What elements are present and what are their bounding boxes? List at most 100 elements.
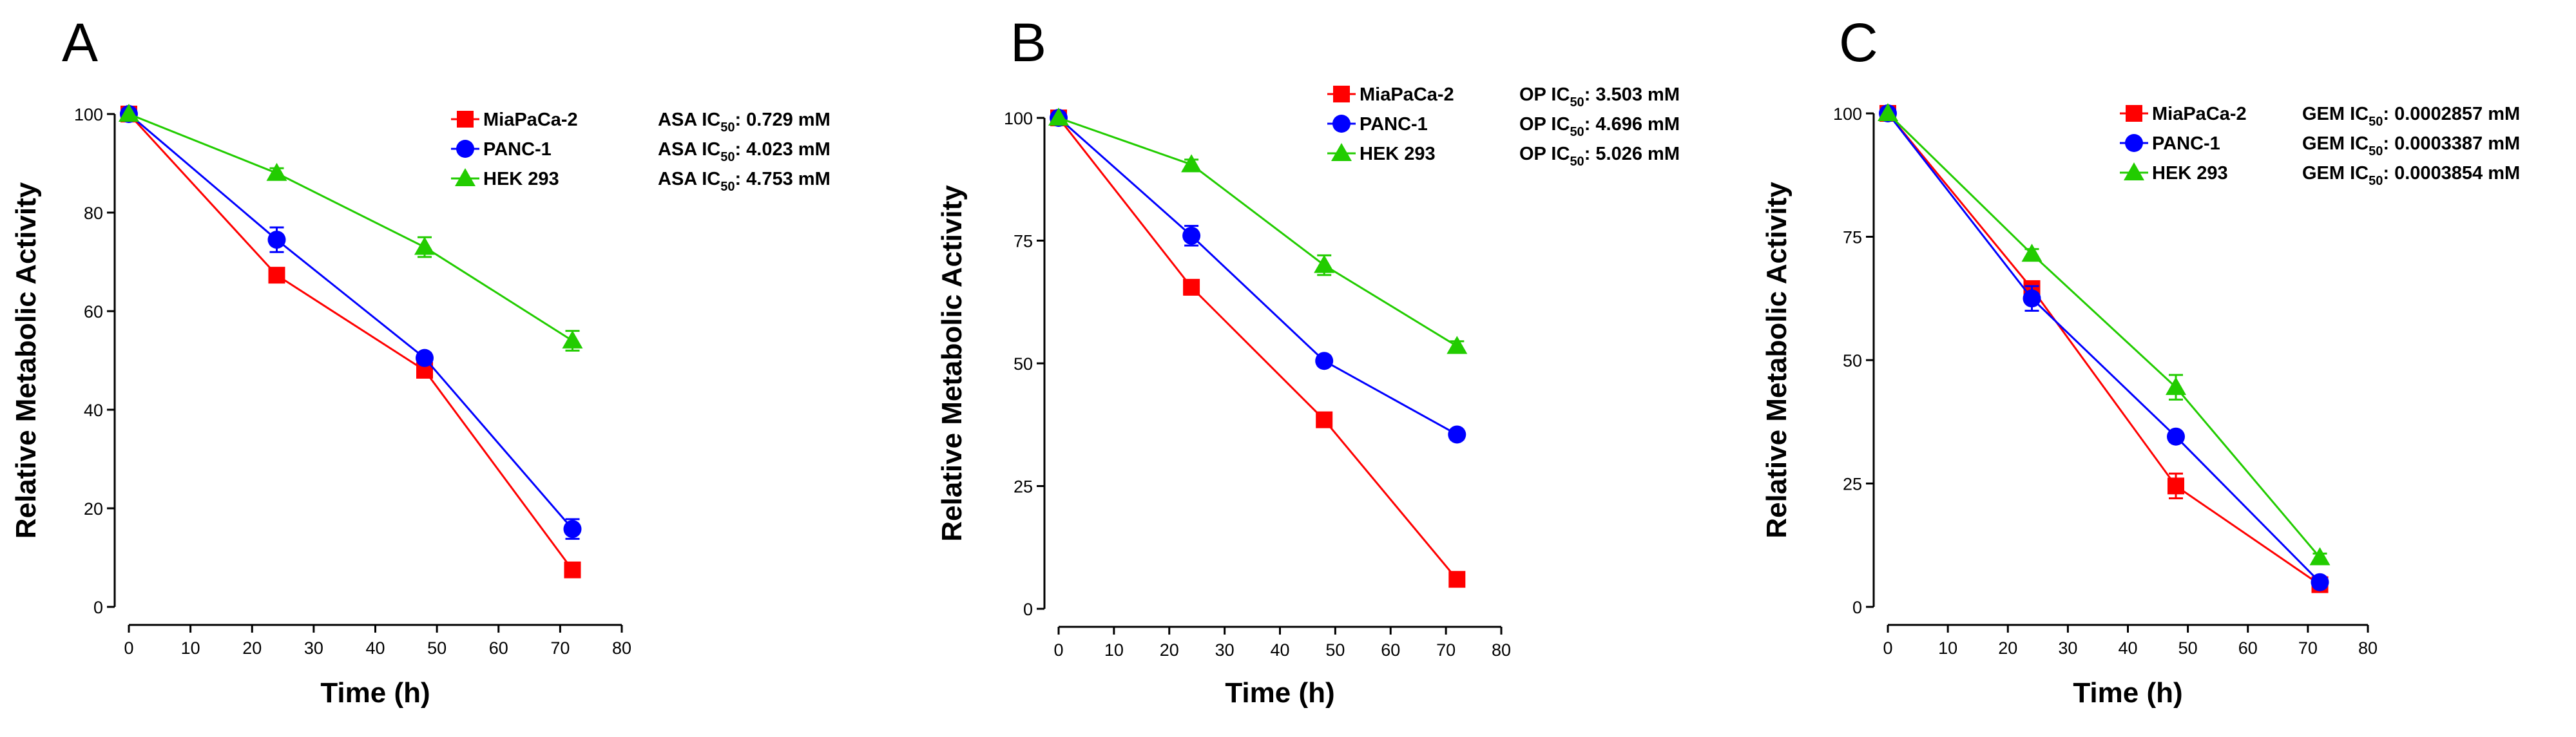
chart-panel-c: C 0 25 50 75 100 0 10 20 30 40 50 60 70 80 Time (h) Rela… — [1761, 12, 2520, 709]
legend-label: HEK 293 — [483, 169, 559, 189]
x-tick-label: 70 — [1436, 640, 1456, 660]
y-tick-label: 25 — [1843, 475, 1862, 494]
y-tick-label: 40 — [84, 401, 103, 420]
x-tick-label: 80 — [1492, 640, 1511, 660]
ic50-prefix: GEM IC — [2302, 133, 2369, 154]
data-point — [2309, 547, 2331, 566]
legend-marker — [1332, 115, 1350, 133]
data-point — [1315, 352, 1334, 370]
x-tick-label: 20 — [1998, 638, 2017, 658]
data-point — [562, 330, 583, 349]
ic50-prefix: OP IC — [1519, 84, 1570, 105]
y-tick-label: 75 — [1014, 232, 1033, 251]
data-point — [416, 349, 434, 367]
series-line — [1887, 113, 2321, 586]
y-tick-label: 80 — [84, 204, 103, 223]
y-tick-label: 75 — [1843, 228, 1862, 247]
data-point — [1314, 254, 1335, 273]
legend-marker — [2124, 162, 2144, 180]
legend-label: PANC-1 — [1360, 114, 1428, 135]
y-tick-label: 50 — [1843, 351, 1862, 370]
y-tick-label: 100 — [1833, 104, 1862, 124]
x-tick-label: 40 — [2118, 638, 2137, 658]
data-point — [1878, 103, 1898, 121]
series-line — [1058, 117, 1458, 436]
ic50-prefix: ASA IC — [658, 110, 720, 130]
legend-marker — [2126, 105, 2142, 122]
ic50-subscript: 50 — [2369, 115, 2383, 129]
legend-marker — [457, 111, 474, 128]
legend-label: HEK 293 — [2152, 163, 2228, 184]
x-axis-title: Time (h) — [320, 677, 430, 709]
y-axis-title: Relative Metabolic Activity — [10, 182, 42, 539]
series-hek-293 — [1048, 108, 1468, 354]
x-tick-label: 0 — [1883, 638, 1892, 658]
data-point — [1448, 425, 1466, 444]
legend-entry: HEK 293 ASA IC50: 4.753 mM — [451, 168, 831, 194]
legend-marker — [455, 168, 476, 186]
panel-letter: A — [62, 12, 98, 73]
ic50-prefix: OP IC — [1519, 144, 1570, 164]
series-line — [1887, 112, 2321, 559]
legend-label: PANC-1 — [483, 139, 552, 160]
data-point — [1182, 226, 1201, 245]
legend-marker — [456, 140, 474, 158]
x-tick-label: 60 — [489, 638, 508, 658]
ic50-value: : 4.753 mM — [735, 169, 830, 189]
series-miapaca-2 — [1050, 110, 1466, 588]
data-point — [267, 231, 286, 249]
data-point — [564, 561, 581, 579]
x-tick-label: 50 — [1325, 640, 1345, 660]
series-line — [1887, 113, 2321, 583]
data-point — [266, 162, 287, 181]
legend-ic50: OP IC50: 5.026 mM — [1519, 144, 1680, 169]
legend-entry: PANC-1 OP IC50: 4.696 mM — [1327, 114, 1680, 139]
axes: 0 20 40 60 80 100 0 10 20 30 40 50 60 70 80 — [74, 105, 631, 658]
x-tick-label: 50 — [427, 638, 447, 658]
x-tick-label: 60 — [1381, 640, 1400, 660]
data-point — [268, 267, 285, 284]
x-tick-label: 40 — [1270, 640, 1289, 660]
ic50-prefix: GEM IC — [2302, 104, 2369, 124]
x-tick-label: 70 — [550, 638, 570, 658]
legend-ic50: GEM IC50: 0.0003854 mM — [2302, 163, 2520, 188]
x-tick-label: 20 — [242, 638, 262, 658]
legend-entry: MiaPaCa-2 GEM IC50: 0.0002857 mM — [2120, 104, 2520, 129]
ic50-subscript: 50 — [720, 150, 735, 164]
series-line — [128, 113, 573, 571]
legend-ic50: ASA IC50: 0.729 mM — [658, 110, 831, 135]
data-point — [2166, 377, 2186, 396]
x-tick-label: 30 — [1215, 640, 1235, 660]
legend-ic50: OP IC50: 4.696 mM — [1519, 114, 1680, 139]
y-tick-label: 100 — [1004, 109, 1033, 128]
series-hek-293 — [119, 104, 583, 352]
axes: 0 25 50 75 100 0 10 20 30 40 50 60 70 80 — [1833, 104, 2378, 658]
y-tick-label: 50 — [1014, 354, 1033, 374]
ic50-subscript: 50 — [720, 180, 735, 194]
x-tick-label: 20 — [1160, 640, 1179, 660]
chart-panel-a: A 0 20 40 60 80 100 0 10 20 30 40 50 60 70 80 Time (h) Re… — [10, 12, 831, 709]
y-axis-title: Relative Metabolic Activity — [1761, 182, 1793, 539]
legend-entry: MiaPaCa-2 OP IC50: 3.503 mM — [1327, 84, 1680, 110]
data-point — [1316, 411, 1333, 428]
ic50-value: : 4.023 mM — [735, 139, 830, 160]
ic50-subscript: 50 — [1570, 155, 1584, 169]
legend-label: MiaPaCa-2 — [1360, 84, 1454, 105]
y-tick-label: 0 — [93, 598, 103, 617]
legend-label: PANC-1 — [2152, 133, 2220, 154]
ic50-subscript: 50 — [1570, 125, 1584, 139]
ic50-prefix: ASA IC — [658, 169, 720, 189]
data-point — [2311, 573, 2329, 591]
data-point — [2167, 427, 2185, 446]
series-line — [128, 113, 573, 530]
legend-ic50: GEM IC50: 0.0002857 mM — [2302, 104, 2520, 129]
ic50-subscript: 50 — [2369, 144, 2383, 158]
x-axis-title: Time (h) — [2073, 677, 2182, 709]
ic50-value: : 0.0003387 mM — [2383, 133, 2520, 154]
legend-marker — [1333, 86, 1350, 102]
legend-ic50: ASA IC50: 4.023 mM — [658, 139, 831, 164]
y-tick-label: 20 — [84, 499, 103, 519]
x-tick-label: 0 — [1053, 640, 1063, 660]
data-point — [1447, 336, 1468, 354]
